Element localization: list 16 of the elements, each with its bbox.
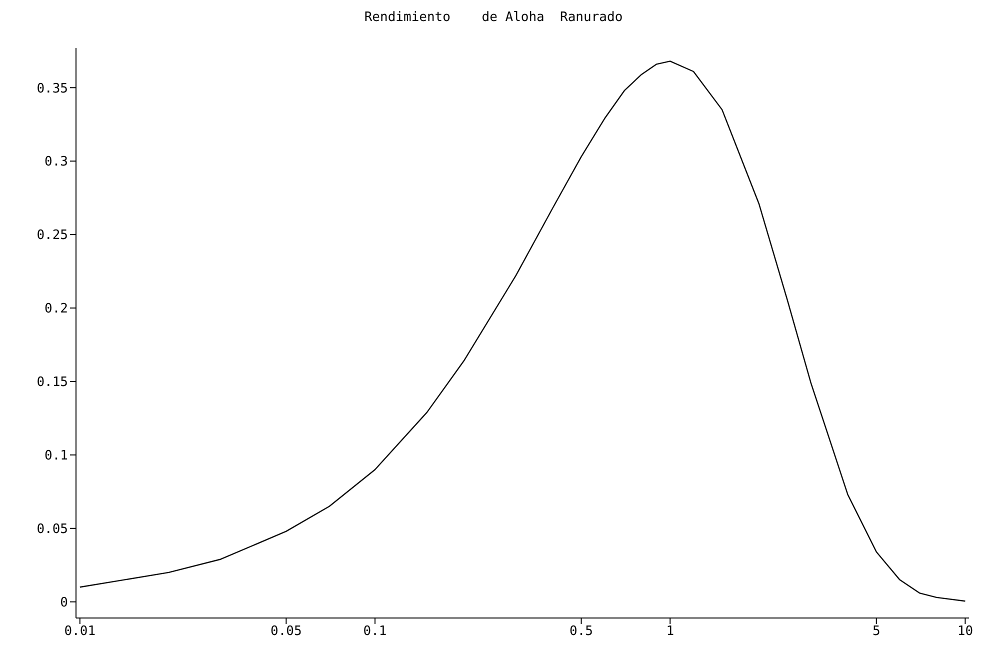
- x-tick-label: 0.05: [270, 624, 302, 640]
- x-tick-label: 0.1: [363, 624, 387, 640]
- x-tick-label: 0.01: [64, 624, 96, 640]
- x-tick-label: 10: [957, 624, 974, 640]
- y-tick-label: 0.25: [36, 228, 68, 244]
- x-tick-label: 1: [666, 624, 674, 640]
- y-tick-label: 0.15: [36, 375, 68, 390]
- x-tick-label: 5: [872, 624, 880, 640]
- chart-title: Rendimiento de Aloha Ranurado: [363, 10, 624, 25]
- y-tick-label: 0.1: [44, 448, 68, 464]
- y-tick-label: 0.05: [36, 522, 68, 537]
- x-tick-label: 0.5: [570, 624, 594, 640]
- y-tick-label: 0: [60, 595, 68, 610]
- y-tick-label: 0.3: [44, 154, 68, 170]
- y-tick-label: 0.2: [44, 302, 68, 317]
- y-tick-label: 0.35: [36, 81, 68, 96]
